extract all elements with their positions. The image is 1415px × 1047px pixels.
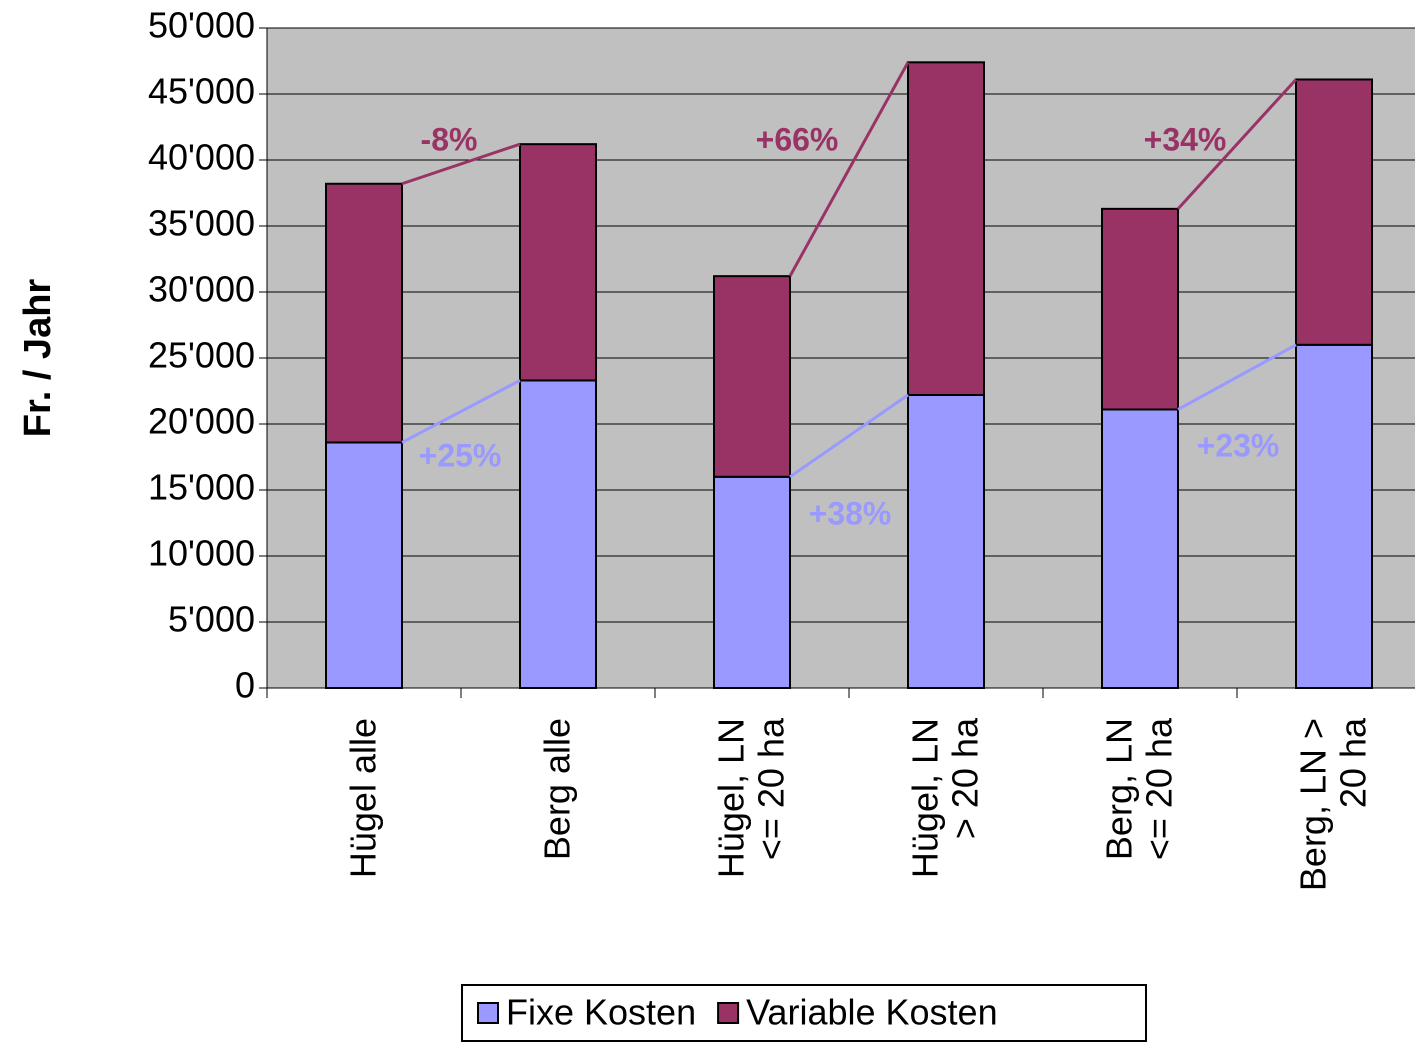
x-tick-label: <= 20 ha [751, 717, 792, 860]
y-tick-label: 0 [235, 665, 255, 706]
bar [1295, 343, 1373, 689]
connector [1176, 78, 1298, 210]
bar [325, 441, 403, 690]
legend-box [461, 984, 1147, 1042]
y-tick-label: 30'000 [148, 269, 255, 310]
annotation: +38% [809, 495, 892, 531]
y-tick-label: 20'000 [148, 401, 255, 442]
connector [788, 61, 910, 277]
bar [907, 61, 985, 396]
y-tick-label: 5'000 [168, 599, 255, 640]
x-tick-label: Hügel alle [343, 718, 384, 878]
x-tick-label: 20 ha [1333, 717, 1374, 808]
bar [519, 143, 597, 382]
x-tick-label: Berg alle [537, 718, 578, 860]
y-axis-title: Fr. / Jahr [17, 279, 59, 438]
bar [519, 379, 597, 689]
legend-swatch [717, 1002, 740, 1024]
bar [325, 182, 403, 444]
annotation: +25% [419, 437, 502, 473]
x-tick-label: Hügel, LN [905, 718, 946, 878]
y-tick-label: 50'000 [148, 5, 255, 46]
annotation: +23% [1197, 427, 1280, 463]
y-tick-label: 35'000 [148, 203, 255, 244]
bar [713, 475, 791, 689]
y-tick-label: 40'000 [148, 137, 255, 178]
annotation: -8% [421, 121, 478, 157]
x-tick-label: Berg, LN [1099, 718, 1140, 860]
x-tick-label: Berg, LN > [1293, 718, 1334, 891]
y-tick-label: 10'000 [148, 533, 255, 574]
bar [1295, 78, 1373, 346]
legend-label: Variable Kosten [746, 992, 998, 1033]
annotation: +66% [756, 121, 839, 157]
bar [1101, 408, 1179, 689]
connector [789, 393, 909, 479]
x-tick-label: Hügel, LN [711, 718, 752, 878]
annotation: +34% [1144, 121, 1227, 157]
connector [401, 379, 521, 444]
legend-label: Fixe Kosten [506, 992, 696, 1033]
connector [1177, 343, 1297, 411]
x-tick-label: <= 20 ha [1139, 717, 1180, 860]
connector [401, 142, 521, 186]
y-tick-label: 15'000 [148, 467, 255, 508]
bar [907, 393, 985, 689]
y-tick-label: 25'000 [148, 335, 255, 376]
x-tick-label: > 20 ha [945, 717, 986, 839]
legend-swatch [477, 1002, 499, 1024]
y-tick-label: 45'000 [148, 71, 255, 112]
bar [713, 275, 791, 478]
bar [1101, 207, 1179, 411]
